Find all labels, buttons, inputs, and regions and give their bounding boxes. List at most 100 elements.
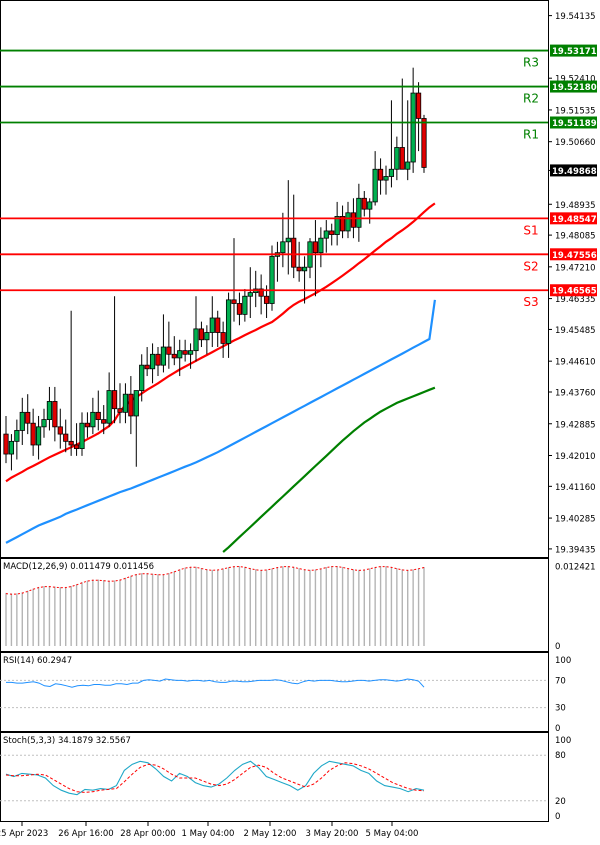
level-value-label: 19.51189 <box>552 119 597 129</box>
candle-body-bear <box>399 147 405 170</box>
candle <box>35 415 42 460</box>
candle-body-bear <box>361 197 367 210</box>
candle <box>242 288 248 322</box>
time-axis: 25 Apr 2023 26 Apr 16:00 28 Apr 00:00 1 May… <box>0 822 418 839</box>
candle <box>171 336 177 366</box>
candle <box>220 321 226 358</box>
candle-body-bear <box>312 241 319 254</box>
candle <box>269 245 275 311</box>
candle <box>193 296 199 362</box>
candle <box>405 100 411 181</box>
price-tick-label: 19.51535 <box>555 106 596 116</box>
candle <box>280 212 286 268</box>
candle <box>155 347 161 377</box>
candle <box>117 383 123 424</box>
level-value-box <box>550 80 597 93</box>
macd-tick-label: 0 <box>555 642 560 652</box>
price-tick-label: 19.39435 <box>555 545 596 555</box>
candle-body-bear <box>144 364 150 370</box>
candle <box>301 256 308 304</box>
candle <box>318 227 324 268</box>
candle-body-bear <box>421 118 427 168</box>
candle-body-bull <box>367 201 373 210</box>
candle <box>160 314 167 373</box>
candle-body-bear <box>329 230 335 235</box>
candle-body-bear <box>215 317 221 333</box>
candle-body-bull <box>177 350 183 359</box>
candle-body-bull <box>160 346 167 366</box>
candle <box>52 386 58 442</box>
time-tick-label: 25 Apr 2023 <box>0 829 48 839</box>
level-name-s2: S2 <box>523 259 538 273</box>
candle-body-bull <box>46 401 53 420</box>
candle-body-bull <box>242 295 248 315</box>
current-price-label: 19.49868 <box>552 167 597 177</box>
candle <box>329 223 335 246</box>
level-name-r1: R1 <box>523 127 539 141</box>
candle <box>177 339 183 377</box>
candle-body-bear <box>220 332 226 344</box>
candle-body-bear <box>52 401 58 428</box>
rsi-panel: RSI(14) 60.2947 100 70 30 0 <box>0 652 571 734</box>
candle <box>63 419 69 453</box>
candle-body-bear <box>350 212 357 228</box>
candle-body-bull <box>122 393 129 413</box>
price-tick-label: 19.50660 <box>555 138 596 148</box>
candle-body-bull <box>280 241 286 254</box>
time-tick-label: 1 May 04:00 <box>182 829 235 839</box>
candle-body-bear <box>57 426 63 435</box>
level-name-r3: R3 <box>523 56 539 70</box>
candle <box>73 423 80 456</box>
candle <box>139 354 145 402</box>
candle-body-bear <box>117 408 123 413</box>
candle-body-bull <box>14 430 20 442</box>
candle <box>274 241 281 282</box>
candle <box>209 296 215 348</box>
candle-body-bull <box>388 168 395 177</box>
candle <box>285 180 291 275</box>
stochastic-panel: Stoch(5,3,3) 34.1879 32.5567 100 80 20 0 <box>0 732 571 822</box>
price-tick-label: 19.42010 <box>555 452 596 462</box>
level-value-box <box>550 212 597 225</box>
rsi-tick-label: 70 <box>555 676 566 686</box>
candle-body-bear <box>25 411 31 424</box>
price-tick-label: 19.42885 <box>555 420 596 430</box>
candle-body-bear <box>171 353 177 359</box>
rsi-frame <box>0 652 549 732</box>
price-tick-label: 19.54135 <box>555 12 596 22</box>
candle-body-bear <box>95 411 101 420</box>
candle-body-bear <box>377 168 384 181</box>
candle-body-bull <box>356 197 362 228</box>
moving-average-line-2 <box>5 299 436 544</box>
level-value-box <box>550 248 597 261</box>
candle <box>415 82 422 152</box>
stoch-frame <box>0 732 549 822</box>
price-tick-label: 19.43760 <box>555 389 596 399</box>
time-tick-label: 2 May 12:00 <box>244 829 297 839</box>
candle <box>198 321 205 348</box>
candle-body-bear <box>73 444 80 450</box>
level-value-box <box>550 284 597 297</box>
candle-body-bull <box>394 147 400 170</box>
price-tick-label: 19.46335 <box>555 295 596 305</box>
candle-body-bear <box>84 422 91 428</box>
candle <box>111 296 118 424</box>
candle <box>394 136 400 181</box>
candle-body-bull <box>383 176 389 181</box>
candle <box>253 270 259 308</box>
stoch-title: Stoch(5,3,3) 34.1879 32.5567 <box>3 736 131 746</box>
candle-body-bull <box>41 419 47 428</box>
time-tick-label: 5 May 04:00 <box>366 829 419 839</box>
candle-body-bear <box>3 433 9 455</box>
price-panel: 19.54135 19.52410 19.51535 19.50660 19.49868… <box>0 0 597 558</box>
candle-body-bull <box>35 426 42 446</box>
candle-body-bull <box>106 390 112 424</box>
candle <box>25 394 31 435</box>
time-tick-label: 26 Apr 16:00 <box>58 829 113 839</box>
candle <box>247 267 253 318</box>
macd-signal-line <box>5 565 425 595</box>
candle <box>421 114 427 173</box>
candle <box>133 390 139 467</box>
macd-title: MACD(12,26,9) 0.011479 0.011456 <box>3 562 154 572</box>
candle <box>312 220 319 297</box>
